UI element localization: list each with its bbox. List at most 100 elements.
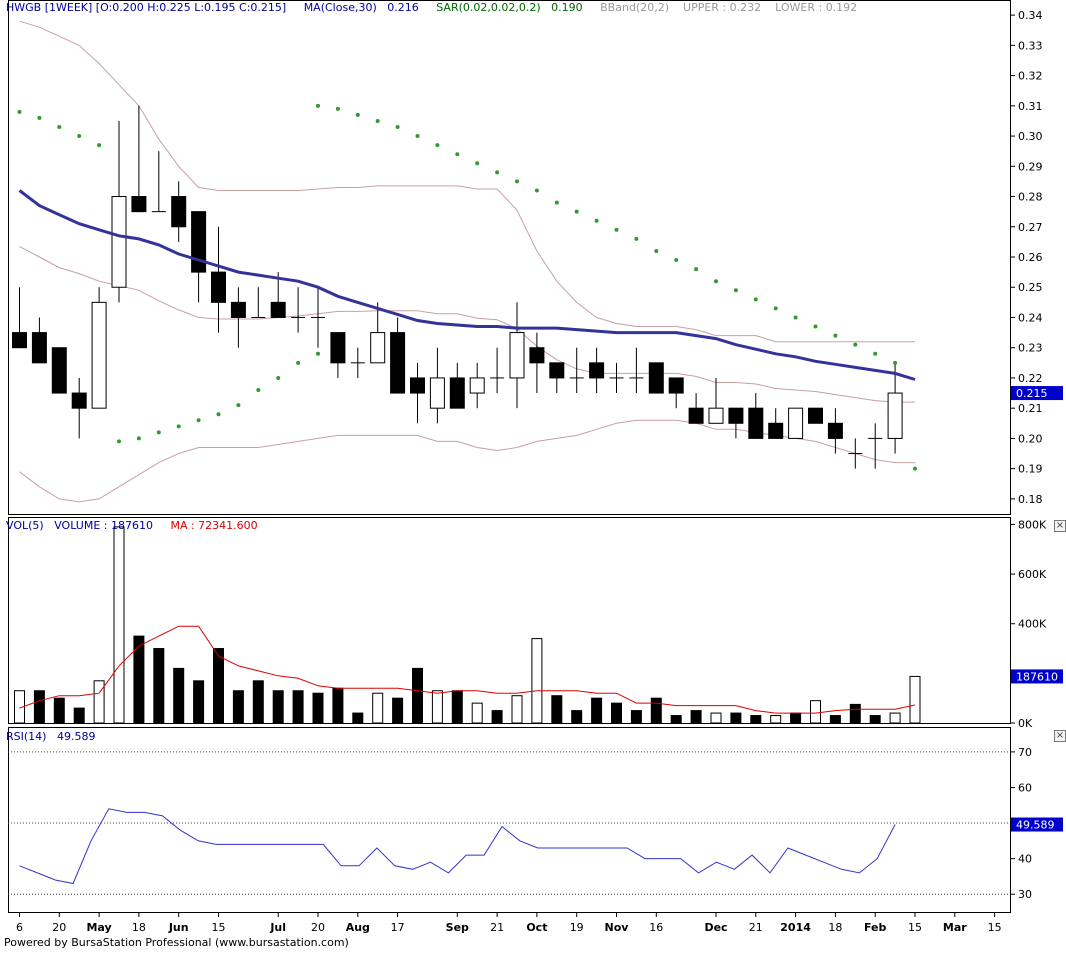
sar-value: 0.190 bbox=[551, 1, 583, 14]
x-tick-label: 20 bbox=[311, 921, 325, 934]
candle bbox=[728, 407, 744, 439]
sar-dot bbox=[893, 360, 898, 365]
sar-dot bbox=[77, 134, 82, 139]
sar-dot bbox=[216, 412, 221, 417]
price-y-tick-label: 0.19 bbox=[1018, 463, 1043, 476]
sar-dot bbox=[316, 103, 320, 108]
vol-label: VOL(5) bbox=[6, 519, 44, 532]
price-y-tick-label: 0.31 bbox=[1018, 100, 1043, 113]
sar-dot bbox=[793, 315, 798, 320]
x-tick-label: Sep bbox=[446, 921, 469, 934]
sar-dot bbox=[475, 161, 480, 166]
volume-ma-line bbox=[19, 625, 916, 714]
x-tick-label: 17 bbox=[391, 921, 405, 934]
volume-bar bbox=[412, 667, 423, 724]
sar-dot bbox=[753, 297, 758, 302]
volume-bar bbox=[650, 697, 662, 724]
candle-body bbox=[330, 332, 346, 364]
sar-dot bbox=[355, 112, 360, 117]
rsi-y-tick-label: 40 bbox=[1018, 853, 1032, 866]
sar-dot bbox=[196, 418, 201, 423]
volume-bar bbox=[531, 638, 543, 724]
volume-bar bbox=[591, 697, 603, 724]
candle bbox=[350, 347, 365, 378]
candle-body bbox=[171, 196, 187, 228]
volume-bar bbox=[750, 715, 762, 724]
candle bbox=[71, 377, 87, 439]
bband-label: BBand(20,2) bbox=[600, 1, 670, 14]
sar-dot bbox=[415, 134, 420, 139]
candle-body bbox=[768, 422, 784, 439]
sar-dot bbox=[335, 106, 340, 111]
candle-body bbox=[668, 377, 684, 394]
volume-bar bbox=[431, 690, 443, 724]
volume-bar bbox=[630, 710, 642, 724]
candle bbox=[211, 226, 226, 333]
volume-bar bbox=[690, 710, 702, 724]
candle-body bbox=[410, 377, 425, 394]
x-tick-label: 21 bbox=[490, 921, 504, 934]
candle bbox=[549, 362, 565, 394]
x-tick-label: Mar bbox=[943, 921, 967, 934]
rsi-panel-frame bbox=[8, 727, 1011, 913]
x-tick-label: 15 bbox=[908, 921, 922, 934]
close-volume-panel-icon[interactable]: × bbox=[1054, 520, 1066, 532]
sar-dot bbox=[296, 360, 301, 365]
x-tick-label: Feb bbox=[864, 921, 887, 934]
candle bbox=[868, 423, 883, 469]
candle bbox=[808, 407, 823, 424]
price-y-tick-label: 0.24 bbox=[1018, 311, 1043, 324]
volume-bar bbox=[710, 712, 722, 724]
price-y-tick-label: 0.26 bbox=[1018, 251, 1043, 264]
rsi-y-tick-label: 60 bbox=[1018, 781, 1032, 794]
volume-bar bbox=[272, 690, 284, 724]
candle bbox=[390, 317, 406, 394]
candle bbox=[827, 408, 843, 454]
rsi-label: RSI(14) bbox=[6, 730, 47, 743]
bband-lower-line bbox=[19, 419, 915, 503]
candle-body bbox=[31, 332, 47, 364]
rsi-last-badge-label: 49.589 bbox=[1016, 819, 1055, 832]
candle-body bbox=[51, 347, 67, 394]
sar-dot bbox=[37, 115, 42, 120]
price-y-tick-label: 0.25 bbox=[1018, 281, 1043, 294]
sar-dot bbox=[117, 439, 121, 444]
volume-bar bbox=[332, 687, 344, 724]
sar-dot bbox=[176, 424, 181, 429]
volume-panel-header: VOL(5) VOLUME : 187610 MA : 72341.600 bbox=[6, 520, 258, 532]
candle bbox=[230, 287, 246, 348]
candle bbox=[609, 362, 624, 394]
candle-body bbox=[589, 362, 605, 379]
candle-body bbox=[191, 211, 207, 273]
volume-bar bbox=[491, 710, 503, 724]
candle-body bbox=[648, 362, 664, 394]
price-y-tick-label: 0.18 bbox=[1018, 493, 1043, 506]
x-tick-label: Jul bbox=[269, 921, 286, 934]
sar-dot bbox=[316, 351, 320, 356]
volume-bar bbox=[153, 648, 165, 724]
price-y-tick-label: 0.27 bbox=[1018, 221, 1043, 234]
sar-dot bbox=[375, 118, 380, 123]
candle bbox=[509, 302, 525, 409]
volume-y-tick-label: 600K bbox=[1018, 568, 1047, 581]
candle bbox=[429, 347, 445, 424]
candle-body bbox=[808, 407, 823, 424]
x-tick-label: 21 bbox=[749, 921, 763, 934]
volume-bar bbox=[193, 680, 205, 724]
rsi-y-tick-label: 30 bbox=[1018, 888, 1032, 901]
candle-body bbox=[370, 332, 386, 364]
sar-dot bbox=[455, 152, 460, 157]
sar-dot bbox=[57, 124, 62, 129]
candle bbox=[31, 317, 47, 364]
price-y-tick-label: 0.32 bbox=[1018, 70, 1043, 83]
candle-body bbox=[728, 407, 744, 424]
price-y-tick-label: 0.28 bbox=[1018, 191, 1043, 204]
volume-bar bbox=[113, 526, 125, 724]
volume-bar bbox=[869, 715, 881, 724]
candle bbox=[111, 120, 127, 303]
sar-dot bbox=[913, 466, 917, 471]
candle-body bbox=[390, 332, 406, 394]
volume-bar bbox=[232, 690, 244, 724]
sar-dot bbox=[435, 143, 440, 148]
close-rsi-panel-icon[interactable]: × bbox=[1054, 730, 1066, 742]
